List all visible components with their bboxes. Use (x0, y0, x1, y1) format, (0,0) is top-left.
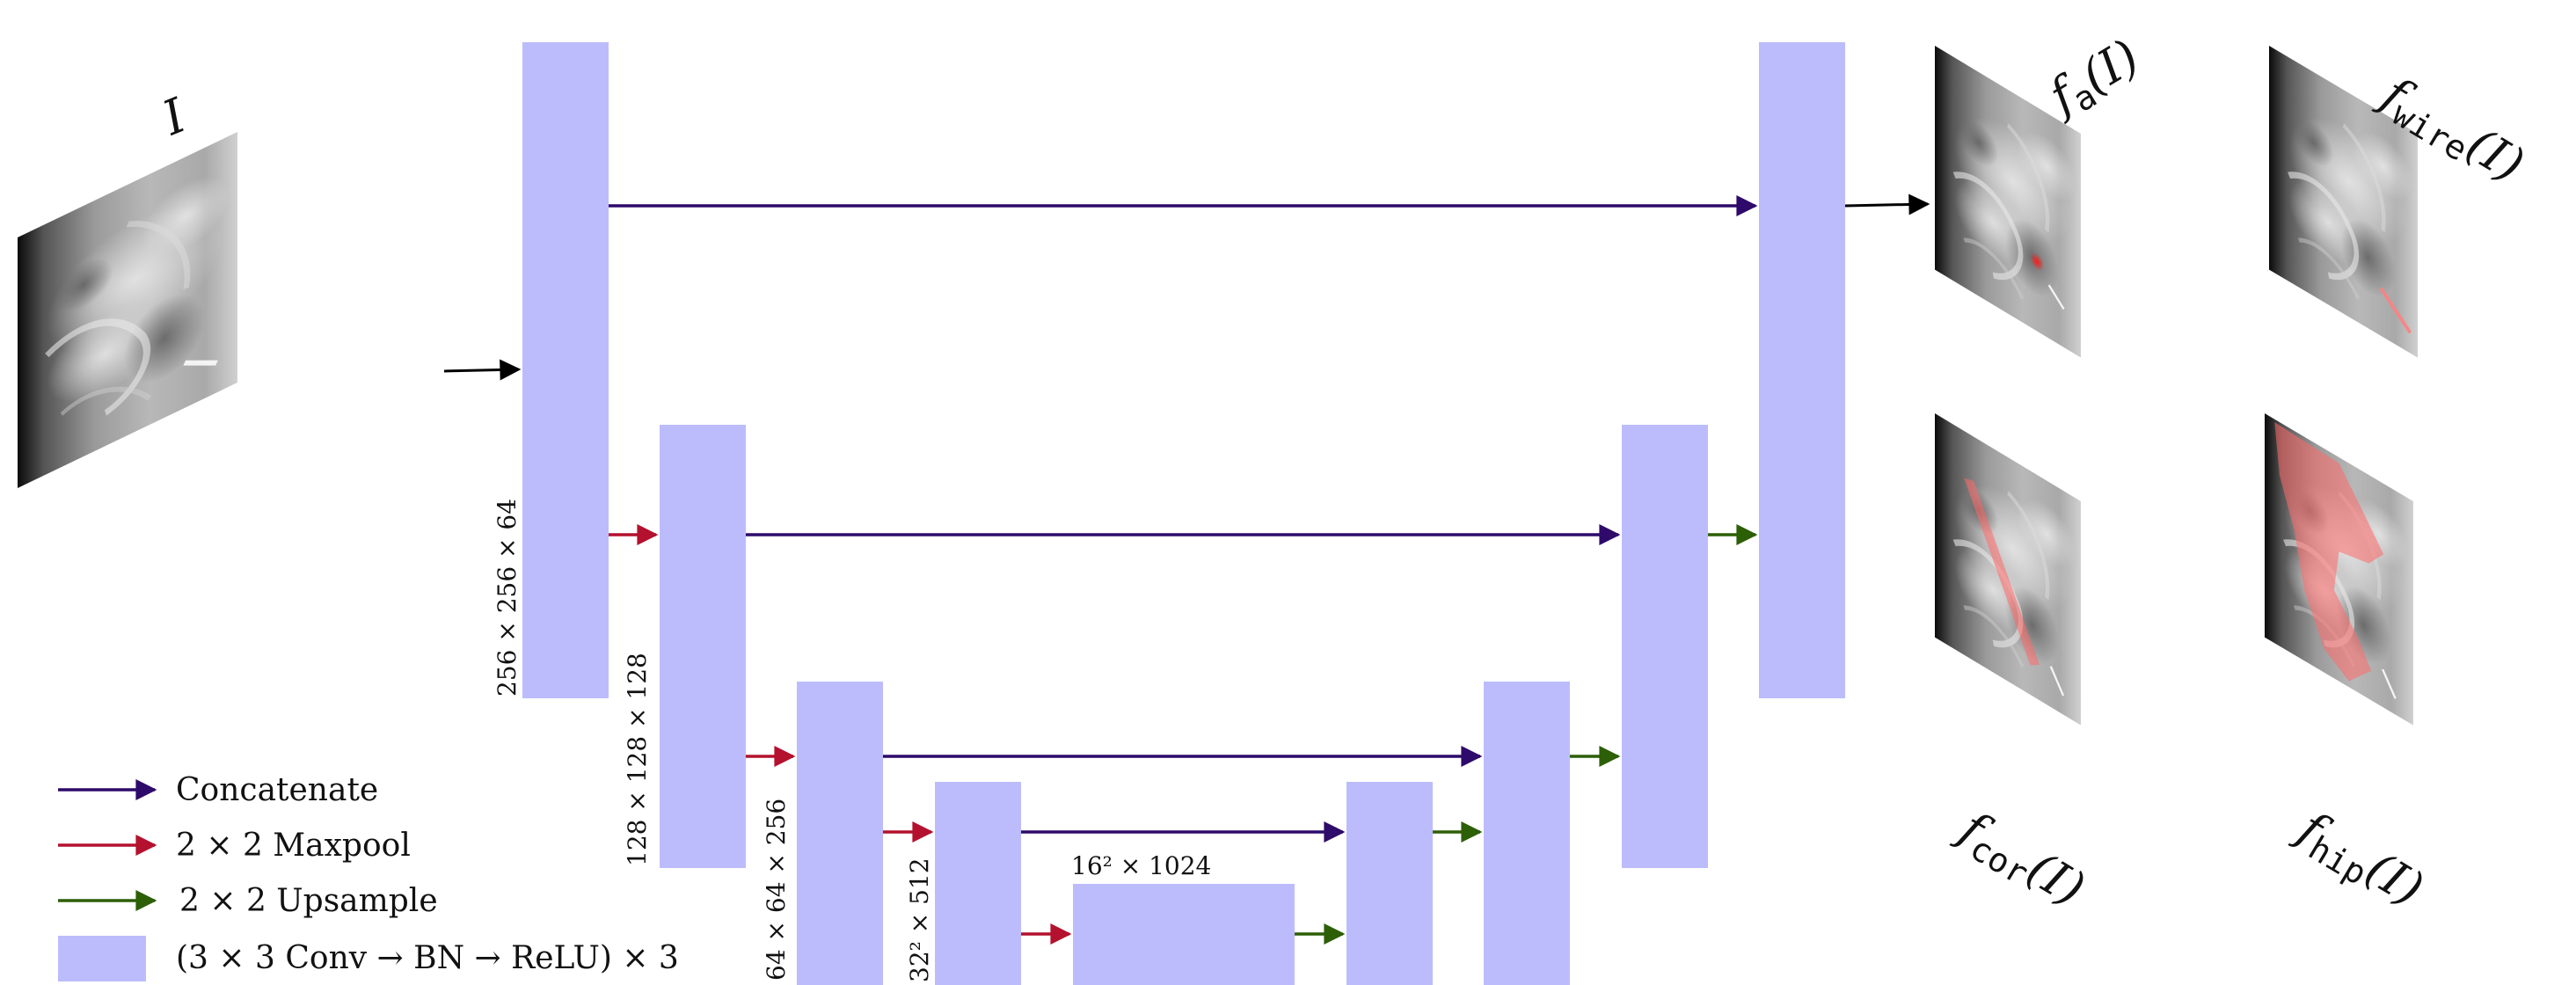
output-image-landmark (1935, 46, 2081, 358)
dim-label-enc2: 128 × 128 × 128 (623, 653, 652, 866)
svg-text:fa(I): fa(I) (2037, 28, 2151, 130)
bottleneck-block (1073, 884, 1295, 985)
corridor-overlay (1964, 478, 2040, 666)
dim-label-enc3: 64 × 64 × 256 (762, 799, 791, 981)
output-label-hip: fhip(I) (2284, 799, 2433, 922)
legend: Concatenate 2 × 2 Maxpool 2 × 2 Upsample… (58, 772, 679, 981)
output-image-corridor (1935, 413, 2081, 726)
legend-item-block: (3 × 3 Conv → BN → ReLU) × 3 (58, 936, 679, 981)
k-wire (183, 360, 218, 366)
legend-label-block: (3 × 3 Conv → BN → ReLU) × 3 (176, 940, 679, 976)
legend-item-maxpool: 2 × 2 Maxpool (58, 828, 411, 864)
decoder-block-4 (1346, 782, 1433, 985)
legend-label-upsample: 2 × 2 Upsample (179, 883, 438, 919)
legend-item-upsample: 2 × 2 Upsample (58, 883, 438, 919)
decoder-block-1 (1759, 42, 1845, 698)
landmark-heatmap (2030, 252, 2044, 272)
output-label-a: fa(I) (2037, 28, 2151, 130)
svg-text:fcor(I): fcor(I) (1945, 799, 2094, 922)
svg-text:fhip(I): fhip(I) (2284, 799, 2433, 922)
dim-label-enc4: 32² × 512 (905, 857, 934, 982)
wire-overlay (2379, 287, 2412, 334)
input-label: I (154, 87, 194, 146)
arrow-input (443, 359, 522, 381)
legend-label-maxpool: 2 × 2 Maxpool (176, 828, 411, 864)
output-image-hip (2265, 413, 2413, 726)
encoder-block-3 (797, 682, 883, 985)
output-label-cor: fcor(I) (1945, 799, 2094, 922)
encoder-block-4 (935, 782, 1021, 985)
output-image-wire (2269, 46, 2418, 358)
legend-label-concat: Concatenate (176, 772, 378, 808)
dim-label-enc1: 256 × 256 × 64 (493, 499, 522, 697)
legend-item-concat: Concatenate (58, 772, 378, 808)
encoder-block-2 (660, 425, 746, 868)
input-xray-image (18, 132, 237, 488)
encoder-block-1 (522, 42, 609, 698)
legend-swatch-block (58, 936, 146, 981)
dim-label-bottleneck: 16² × 1024 (1071, 851, 1211, 880)
hip-overlay (2274, 422, 2384, 682)
decoder-block-2 (1622, 425, 1708, 868)
arrow-output (1844, 193, 1930, 215)
decoder-block-3 (1484, 682, 1570, 985)
